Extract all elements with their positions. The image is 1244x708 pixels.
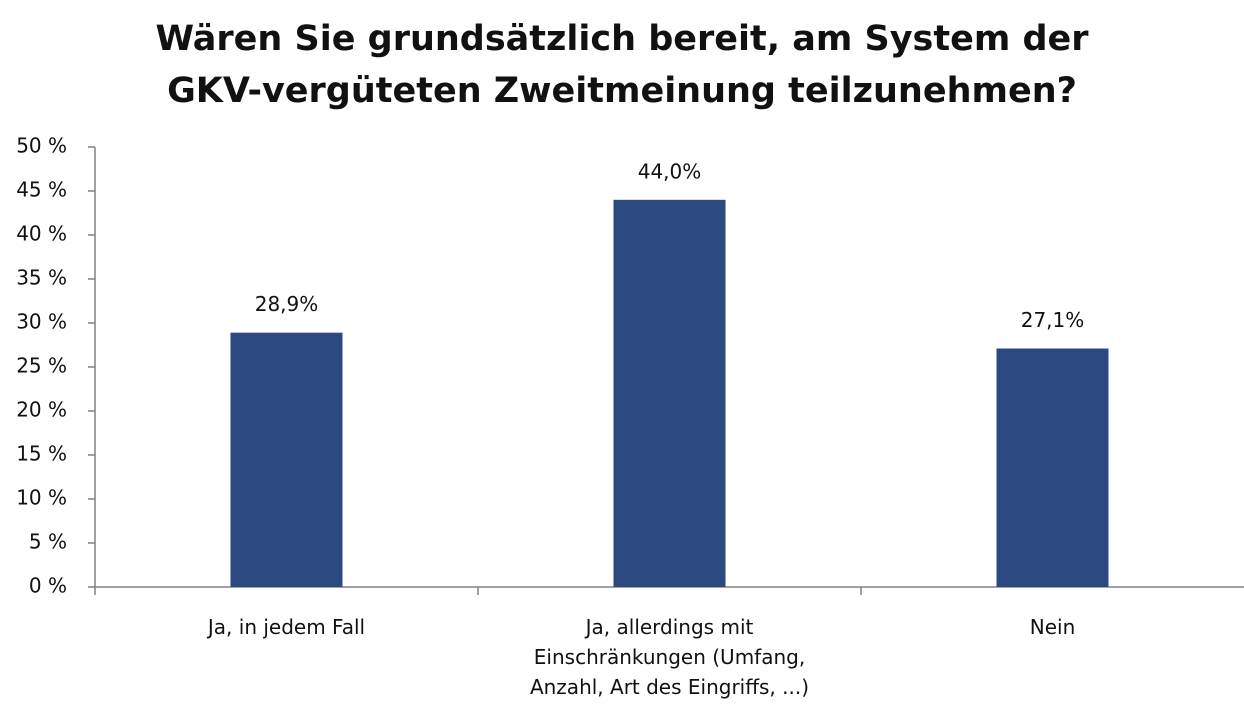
y-tick-label: 50 % xyxy=(16,134,67,158)
y-tick-label: 30 % xyxy=(16,310,67,334)
x-tick-label: Ja, allerdings mit Einschränkungen (Umfa… xyxy=(529,615,810,699)
data-label: 44,0% xyxy=(638,159,702,183)
y-tick-label: 25 % xyxy=(16,354,67,378)
x-tick-label: Nein xyxy=(1029,615,1076,639)
y-tick-label: 15 % xyxy=(16,442,67,466)
y-tick-label: 0 % xyxy=(29,574,67,598)
y-tick-label: 45 % xyxy=(16,178,67,202)
chart-title: Wären Sie grundsätzlich bereit, am Syste… xyxy=(155,19,1089,59)
y-tick-label: 40 % xyxy=(16,222,67,246)
chart-title: GKV-vergüteten Zweitmeinung teilzunehmen… xyxy=(167,71,1077,111)
bar xyxy=(996,348,1109,587)
bar xyxy=(613,199,726,588)
y-tick-label: 10 % xyxy=(16,486,67,510)
x-tick-label: Ja, in jedem Fall xyxy=(207,615,366,639)
y-tick-label: 5 % xyxy=(29,530,67,554)
data-label: 27,1% xyxy=(1021,308,1085,332)
y-tick-label: 20 % xyxy=(16,398,67,422)
data-label: 28,9% xyxy=(255,292,319,316)
y-tick-label: 35 % xyxy=(16,266,67,290)
bar xyxy=(230,332,343,587)
